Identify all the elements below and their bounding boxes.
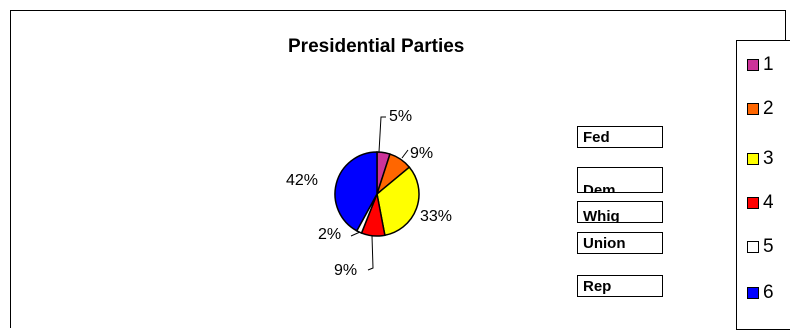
legend-label-1: 1 xyxy=(763,54,774,75)
legend-item-1: 1 xyxy=(747,53,774,77)
slice-label-5: 2% xyxy=(318,226,342,243)
legend-swatch-2 xyxy=(747,103,759,115)
leader-line-4 xyxy=(350,231,361,237)
slice-label-1: 5% xyxy=(389,108,413,125)
slice-label-2: 9% xyxy=(410,145,434,162)
chart-title: Presidential Parties xyxy=(288,36,465,57)
leader-line-3 xyxy=(367,235,374,271)
legend-label-6: 6 xyxy=(763,282,774,303)
slice-label-4: 9% xyxy=(334,262,358,279)
legend-swatch-5 xyxy=(747,241,759,253)
legend-item-2: 2 xyxy=(747,97,774,121)
legend-label-4: 4 xyxy=(763,192,774,213)
legend-item-4: 4 xyxy=(747,191,774,215)
legend-swatch-1 xyxy=(747,59,759,71)
legend-swatch-6 xyxy=(747,287,759,299)
leader-line-2 xyxy=(401,149,409,159)
party-box-fed: Fed xyxy=(577,126,663,148)
party-box-whig: Whig xyxy=(577,201,663,223)
slice-label-6: 42% xyxy=(286,172,319,189)
legend-swatch-4 xyxy=(747,197,759,209)
legend-label-5: 5 xyxy=(763,236,774,257)
slice-label-3: 33% xyxy=(420,208,453,225)
pie-chart xyxy=(334,116,420,271)
party-box-dem-text: Dem xyxy=(583,182,616,193)
legend-swatch-3 xyxy=(747,153,759,165)
legend-label-3: 3 xyxy=(763,148,774,169)
legend-item-6: 6 xyxy=(747,281,774,305)
legend-label-2: 2 xyxy=(763,98,774,119)
pie-slice-6 xyxy=(334,151,378,232)
legend-item-3: 3 xyxy=(747,147,774,171)
legend: 1 2 3 4 5 6 xyxy=(736,40,790,330)
party-box-union: Union xyxy=(577,232,663,254)
party-box-rep: Rep xyxy=(577,275,663,297)
legend-item-5: 5 xyxy=(747,235,774,259)
party-box-dem: Dem xyxy=(577,172,663,193)
pie-slice-3 xyxy=(376,166,420,237)
leader-line-1 xyxy=(378,116,386,153)
